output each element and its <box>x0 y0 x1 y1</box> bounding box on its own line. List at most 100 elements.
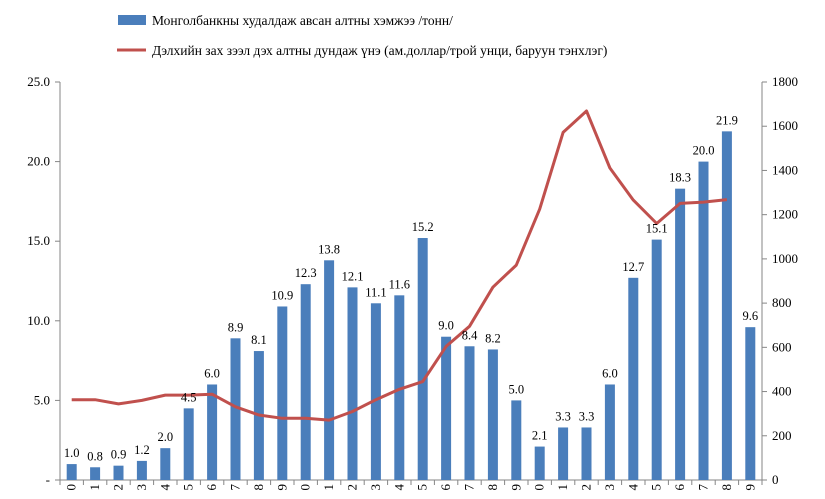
data-label: 6.0 <box>602 366 618 380</box>
bar <box>487 349 498 480</box>
bar <box>441 336 452 480</box>
data-label: 8.2 <box>485 331 501 345</box>
data-label: 21.9 <box>716 113 738 127</box>
x-tick-label: 6 <box>672 484 687 491</box>
x-tick-label: 1 <box>87 484 102 491</box>
data-labels-layer: 1.0 0.8 0.9 1.22.04.56.08.98.110.912.313.81… <box>64 113 758 463</box>
x-tick-label: 5 <box>415 484 430 491</box>
bar <box>300 284 311 480</box>
data-label: 1.2 <box>134 443 150 457</box>
x-tick-label: 8 <box>719 484 734 491</box>
line-layer <box>71 109 728 422</box>
x-tick-label: 1 <box>321 484 336 491</box>
x-tick-label: 9 <box>742 484 757 491</box>
left-tick-label: 10.0 <box>27 313 50 328</box>
right-tick-label: 1200 <box>772 207 798 222</box>
bar <box>207 384 218 480</box>
bar <box>183 408 194 480</box>
bar <box>394 295 405 480</box>
x-tick-label: 5 <box>649 484 664 491</box>
bar <box>90 467 101 480</box>
bar <box>160 448 171 480</box>
right-tick-label: 800 <box>772 295 792 310</box>
x-tick-label: 2 <box>579 484 594 491</box>
bar <box>511 400 522 480</box>
bar <box>464 346 475 480</box>
bar <box>745 327 756 480</box>
x-tick-label: 3 <box>602 484 617 491</box>
x-tick-label: 3 <box>368 484 383 491</box>
data-label: 11.6 <box>389 277 410 291</box>
right-tick-label: 1600 <box>772 118 798 133</box>
data-label: 18.3 <box>669 171 691 185</box>
right-tick-label: 1400 <box>772 162 798 177</box>
data-label: 1.0 <box>64 446 80 460</box>
data-label: 15.1 <box>646 222 668 236</box>
data-label: 12.3 <box>295 266 317 280</box>
bar <box>581 427 592 480</box>
bar <box>136 460 147 480</box>
bar <box>277 306 288 480</box>
left-tick-label: 25.0 <box>27 74 50 89</box>
x-tick-label: 7 <box>228 484 243 491</box>
data-label: 9.0 <box>438 319 454 333</box>
data-label: 9.6 <box>742 309 758 323</box>
x-tick-label: 8 <box>485 484 500 491</box>
right-tick-label: 600 <box>772 339 792 354</box>
data-label: 2.0 <box>157 430 173 444</box>
x-tick-label: 4 <box>625 484 640 491</box>
left-tick-label: 5.0 <box>34 392 50 407</box>
bar <box>721 131 732 481</box>
bar <box>417 238 428 480</box>
data-label: 3.3 <box>579 409 595 423</box>
right-tick-label: 1000 <box>772 251 798 266</box>
x-tick-label: 7 <box>462 484 477 491</box>
data-label: 20.0 <box>693 144 715 158</box>
bar <box>698 161 709 480</box>
data-label: 5.0 <box>508 382 524 396</box>
right-tick-label: 400 <box>772 384 792 399</box>
x-tick-label: 7 <box>696 484 711 491</box>
bar <box>534 446 545 480</box>
right-tick-label: 0 <box>772 472 779 487</box>
bar <box>370 303 381 480</box>
axes: -5.010.015.020.025.002004006008001000120… <box>27 74 798 491</box>
x-tick-label: 0 <box>532 484 547 491</box>
data-label: 11.1 <box>365 285 386 299</box>
right-tick-label: 1800 <box>772 74 798 89</box>
left-tick-label: 15.0 <box>27 233 50 248</box>
bar <box>558 427 569 480</box>
data-label: 12.7 <box>622 260 644 274</box>
left-tick-label: - <box>46 472 50 487</box>
price-line <box>71 109 728 422</box>
right-tick-label: 200 <box>772 428 792 443</box>
x-tick-label: 3 <box>134 484 149 491</box>
legend-line-label: Дэлхийн зах зээл дэх алтны дундаж үнэ (а… <box>152 43 607 58</box>
legend-bar-label: Монголбанкны худалдаж авсан алтны хэмжээ… <box>152 13 453 28</box>
bar <box>113 465 124 480</box>
left-tick-label: 20.0 <box>27 154 50 169</box>
x-tick-label: 8 <box>251 484 266 491</box>
data-label: 4.5 <box>181 390 197 404</box>
data-label: 15.2 <box>412 220 434 234</box>
x-tick-label: 9 <box>274 484 289 491</box>
bars-layer <box>66 131 756 481</box>
bar <box>675 188 686 480</box>
bar <box>628 277 639 480</box>
x-tick-label: 2 <box>345 484 360 491</box>
x-tick-label: 4 <box>157 484 172 491</box>
bar <box>651 239 662 480</box>
x-tick-label: 5 <box>181 484 196 491</box>
legend: Монголбанкны худалдаж авсан алтны хэмжээ… <box>117 13 607 58</box>
x-tick-label: 0 <box>298 484 313 491</box>
data-label: 3.3 <box>555 409 571 423</box>
x-tick-label: 1 <box>555 484 570 491</box>
data-label: 0.9 <box>111 448 127 462</box>
data-label: 10.9 <box>271 288 293 302</box>
data-label: 2.1 <box>532 429 548 443</box>
x-tick-label: 9 <box>508 484 523 491</box>
data-label: 8.1 <box>251 333 267 347</box>
data-label: 8.9 <box>228 320 244 334</box>
bar <box>604 384 615 480</box>
